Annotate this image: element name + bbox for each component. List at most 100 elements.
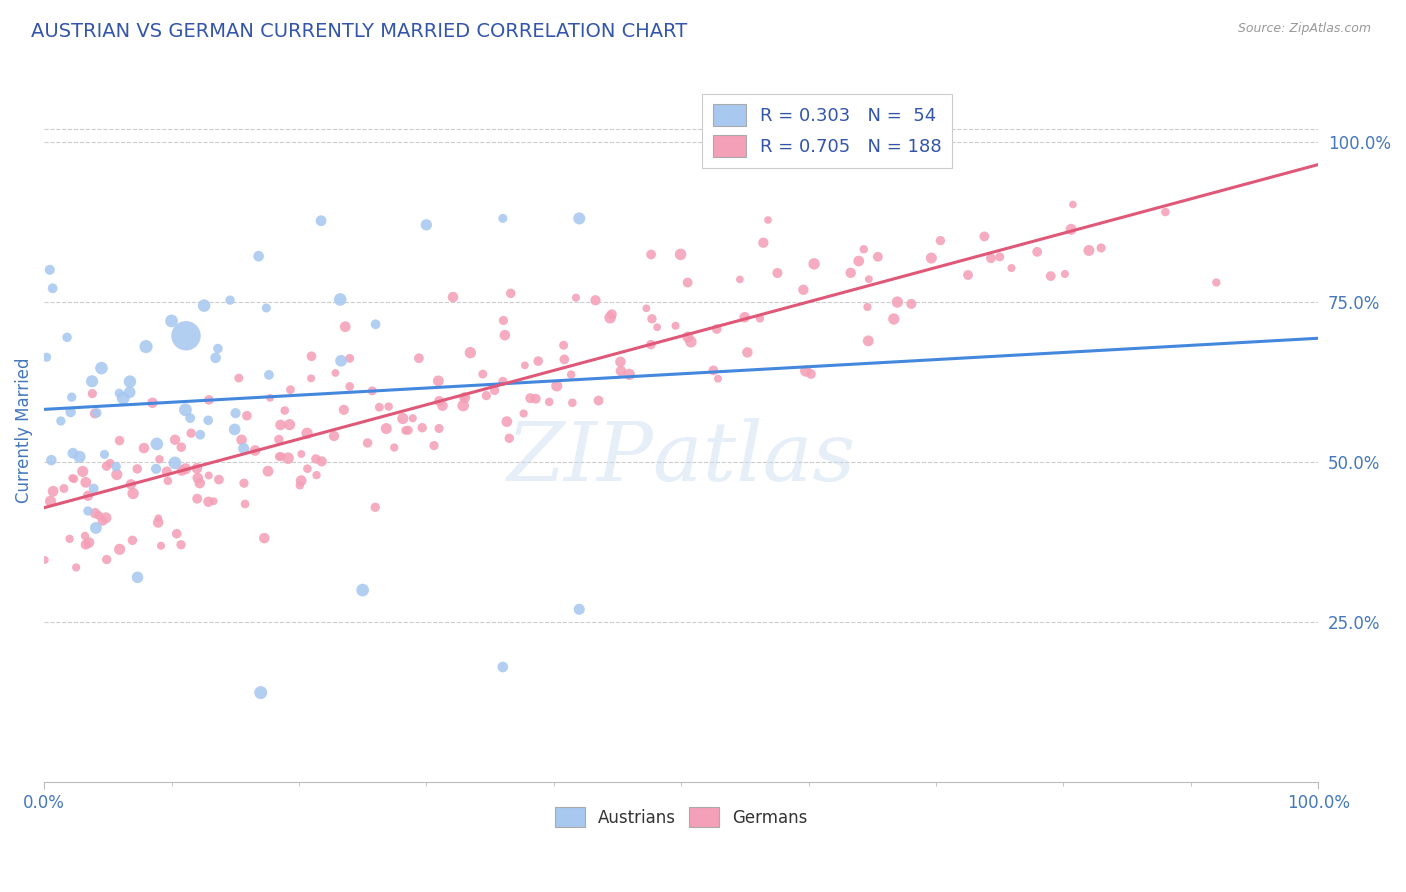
Point [856, 300, 879, 314]
Point [186, 491, 208, 506]
Point [120, 477, 142, 491]
Point [278, 417, 301, 432]
Point [77, 535, 100, 549]
Point [609, 355, 631, 369]
Point [973, 229, 995, 244]
Point [75, 537, 97, 551]
Point [141, 396, 163, 410]
Point [197, 413, 219, 427]
Point [202, 494, 225, 508]
Point [299, 371, 322, 385]
Point [179, 411, 201, 425]
Point [441, 290, 464, 304]
Point [108, 386, 131, 401]
Point [333, 402, 356, 417]
Point [132, 441, 155, 455]
Point [108, 434, 131, 448]
Point [1077, 244, 1099, 258]
Point [524, 392, 547, 406]
Point [335, 319, 357, 334]
Point [253, 531, 276, 545]
Point [645, 320, 668, 334]
Point [1026, 244, 1049, 259]
Point [254, 301, 277, 315]
Point [391, 411, 413, 425]
Point [1060, 222, 1083, 236]
Point [290, 447, 312, 461]
Point [231, 433, 253, 447]
Point [396, 423, 419, 437]
Point [233, 476, 256, 491]
Point [375, 421, 398, 435]
Point [453, 391, 475, 405]
Y-axis label: Currently Married: Currently Married [15, 357, 32, 503]
Point [527, 354, 550, 368]
Point [188, 476, 211, 491]
Point [170, 440, 193, 454]
Point [640, 337, 662, 351]
Point [174, 402, 197, 417]
Point [451, 399, 474, 413]
Point [249, 685, 271, 699]
Point [91, 514, 114, 528]
Point [208, 473, 231, 487]
Point [121, 533, 143, 548]
Point [538, 395, 561, 409]
Point [599, 310, 621, 325]
Point [257, 368, 280, 382]
Point [432, 399, 454, 413]
Point [118, 385, 141, 400]
Point [80, 374, 103, 388]
Point [257, 464, 280, 478]
Point [368, 401, 391, 415]
Point [247, 249, 270, 263]
Point [364, 500, 387, 515]
Point [193, 299, 215, 313]
Point [288, 478, 311, 492]
Point [290, 474, 312, 488]
Point [1062, 197, 1084, 211]
Point [309, 213, 332, 227]
Point [423, 439, 446, 453]
Point [408, 351, 430, 366]
Point [233, 497, 256, 511]
Point [60, 471, 83, 485]
Point [93, 447, 115, 461]
Point [160, 314, 183, 328]
Point [800, 367, 823, 381]
Point [411, 420, 433, 434]
Point [156, 474, 179, 488]
Point [641, 311, 664, 326]
Point [702, 363, 724, 377]
Point [568, 602, 591, 616]
Point [492, 313, 515, 327]
Point [492, 211, 515, 226]
Point [270, 417, 292, 432]
Point [135, 340, 157, 354]
Point [852, 242, 875, 256]
Point [756, 213, 779, 227]
Point [803, 257, 825, 271]
Point [676, 276, 699, 290]
Point [84, 521, 107, 535]
Point [1053, 267, 1076, 281]
Point [62, 446, 84, 460]
Point [77, 504, 100, 518]
Point [236, 409, 259, 423]
Point [1000, 261, 1022, 276]
Point [197, 468, 219, 483]
Point [34, 553, 56, 567]
Point [707, 372, 730, 386]
Point [737, 345, 759, 359]
Point [886, 295, 908, 310]
Point [83, 407, 105, 421]
Point [83, 482, 105, 496]
Point [1205, 276, 1227, 290]
Point [988, 250, 1011, 264]
Point [295, 426, 318, 441]
Point [301, 349, 323, 363]
Point [498, 431, 520, 445]
Point [52, 482, 75, 496]
Point [382, 441, 405, 455]
Point [225, 406, 247, 420]
